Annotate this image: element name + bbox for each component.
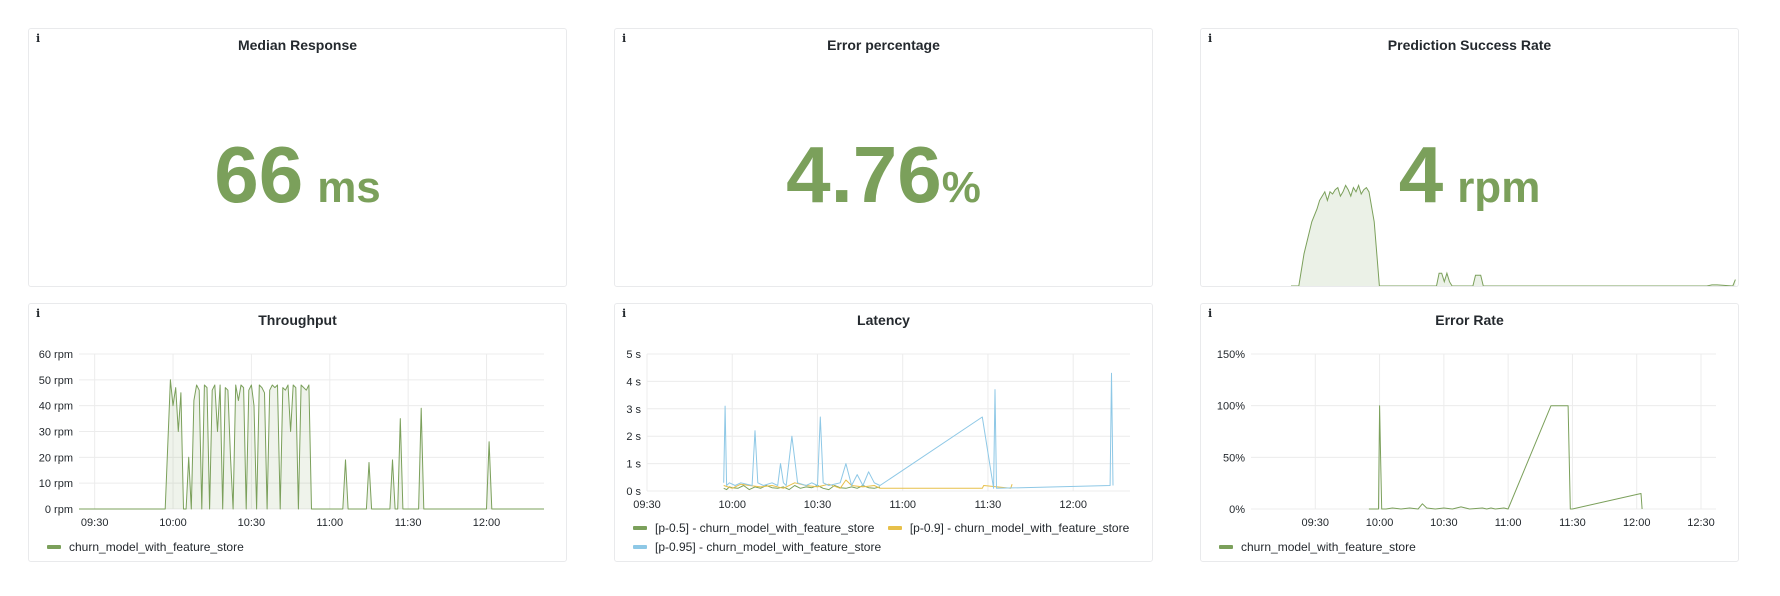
x-tick-label: 12:30 <box>1687 517 1715 529</box>
error-rate-chart[interactable]: 0% 50% 100% 150% 09:30 10:00 10:30 11:00 11:30 12… <box>1201 304 1739 529</box>
legend-swatch <box>1219 545 1233 549</box>
y-tick-label: 0% <box>1229 504 1245 516</box>
panel-title[interactable]: Median Response <box>237 37 358 53</box>
sparkline-line <box>1291 183 1736 286</box>
legend: churn_model_with_feature_store <box>47 538 254 554</box>
info-icon[interactable]: i <box>622 32 627 45</box>
x-tick-label: 09:30 <box>633 499 661 511</box>
x-tick-label: 10:30 <box>804 499 832 511</box>
stat-number: 4 <box>1398 130 1444 219</box>
latency-panel: i Latency 0 s 1 s 2 s 3 s 4 s 5 s 09:30 10:00 10… <box>614 303 1153 562</box>
info-icon[interactable]: i <box>1208 307 1213 320</box>
x-tick-label: 11:00 <box>316 517 343 529</box>
x-tick-label: 10:30 <box>1430 517 1458 529</box>
sparkline-area <box>1291 185 1736 286</box>
legend-label: churn_model_with_feature_store <box>69 540 244 554</box>
legend-item[interactable]: [p-0.95] - churn_model_with_feature_stor… <box>633 540 881 554</box>
throughput-chart[interactable]: 0 rpm 10 rpm 20 rpm 30 rpm 40 rpm 50 rpm 60 rp… <box>29 304 567 529</box>
info-icon[interactable]: i <box>36 307 41 320</box>
legend-item[interactable]: [p-0.5] - churn_model_with_feature_store <box>633 521 874 535</box>
y-tick-label: 100% <box>1217 401 1245 413</box>
y-tick-label: 20 rpm <box>39 452 73 464</box>
legend: churn_model_with_feature_store <box>1219 538 1426 554</box>
y-tick-label: 60 rpm <box>39 349 73 361</box>
stat-unit: % <box>941 163 981 212</box>
x-tick-label: 11:30 <box>975 499 1002 511</box>
x-tick-label: 09:30 <box>1302 517 1330 529</box>
y-tick-label: 5 s <box>626 349 641 361</box>
panel-title[interactable]: Error Rate <box>1435 312 1504 328</box>
throughput-panel: i Throughput 0 rpm 10 rpm 20 rpm 30 rpm 40 r… <box>28 303 567 562</box>
y-tick-label: 0 rpm <box>45 504 73 516</box>
y-tick-label: 3 s <box>626 404 641 416</box>
legend-label: [p-0.95] - churn_model_with_feature_stor… <box>655 540 882 554</box>
x-tick-label: 09:30 <box>81 517 109 529</box>
y-tick-label: 40 rpm <box>39 401 73 413</box>
legend-item[interactable]: [p-0.9] - churn_model_with_feature_store <box>887 521 1130 535</box>
x-tick-label: 11:00 <box>1495 517 1522 529</box>
x-tick-label: 11:30 <box>395 517 422 529</box>
stat-unit: ms <box>317 163 381 212</box>
stat-value: 66 ms <box>29 129 566 221</box>
legend-item[interactable]: churn_model_with_feature_store <box>1219 540 1416 554</box>
y-tick-label: 10 rpm <box>39 478 73 490</box>
y-tick-label: 50 rpm <box>39 375 73 387</box>
error-rate-panel: i Error Rate 0% 50% 100% 150% 09:30 10:00 10:3… <box>1200 303 1739 562</box>
x-tick-label: 10:30 <box>238 517 266 529</box>
legend-item[interactable]: churn_model_with_feature_store <box>47 540 244 554</box>
y-tick-label: 4 s <box>626 376 641 388</box>
prediction-success-rate-panel: i Prediction Success Rate 4 rpm <box>1200 28 1739 287</box>
legend-swatch <box>633 545 647 549</box>
latency-chart[interactable]: 0 s 1 s 2 s 3 s 4 s 5 s 09:30 10:00 10:30 11:00 11… <box>615 304 1153 524</box>
panel-title[interactable]: Error percentage <box>827 37 940 53</box>
sparkline <box>1291 183 1736 286</box>
series-line <box>1368 405 1643 510</box>
y-tick-label: 0 s <box>626 486 641 498</box>
y-tick-label: 2 s <box>626 431 641 443</box>
series-line <box>723 485 881 491</box>
legend: [p-0.95] - churn_model_with_feature_stor… <box>633 538 891 554</box>
stat-value: 4 rpm <box>1201 129 1738 221</box>
series-line <box>723 372 1114 489</box>
legend: [p-0.5] - churn_model_with_feature_store… <box>633 519 1139 535</box>
y-tick-label: 150% <box>1217 349 1245 361</box>
x-tick-label: 11:00 <box>889 499 916 511</box>
stat-value: 4.76% <box>615 129 1152 221</box>
legend-label: churn_model_with_feature_store <box>1241 540 1416 554</box>
y-tick-label: 50% <box>1223 452 1245 464</box>
x-tick-label: 10:00 <box>159 517 187 529</box>
info-icon[interactable]: i <box>1208 32 1213 45</box>
panel-title[interactable]: Throughput <box>258 312 337 328</box>
legend-swatch <box>887 526 902 530</box>
legend-label: [p-0.9] - churn_model_with_feature_store <box>909 521 1130 535</box>
series-area <box>79 379 544 509</box>
x-tick-label: 10:00 <box>1366 517 1394 529</box>
x-tick-label: 11:30 <box>1559 517 1586 529</box>
stat-number: 66 <box>214 130 304 219</box>
legend-label: [p-0.5] - churn_model_with_feature_store <box>655 521 875 535</box>
info-icon[interactable]: i <box>622 307 627 320</box>
error-percentage-panel: i Error percentage 4.76% <box>614 28 1153 287</box>
median-response-panel: i Median Response 66 ms <box>28 28 567 287</box>
x-tick-label: 12:00 <box>1623 517 1651 529</box>
series-line <box>723 479 1013 489</box>
legend-swatch <box>47 545 61 549</box>
stat-unit: rpm <box>1457 163 1541 212</box>
y-tick-label: 1 s <box>626 459 641 471</box>
x-tick-label: 10:00 <box>718 499 746 511</box>
x-tick-label: 12:00 <box>1059 499 1087 511</box>
panel-title[interactable]: Latency <box>857 312 910 328</box>
stat-number: 4.76 <box>786 130 942 219</box>
panel-title[interactable]: Prediction Success Rate <box>1387 37 1552 53</box>
x-tick-label: 12:00 <box>473 517 501 529</box>
legend-swatch <box>633 526 647 530</box>
series-line <box>79 379 544 510</box>
info-icon[interactable]: i <box>36 32 41 45</box>
y-tick-label: 30 rpm <box>39 427 73 439</box>
